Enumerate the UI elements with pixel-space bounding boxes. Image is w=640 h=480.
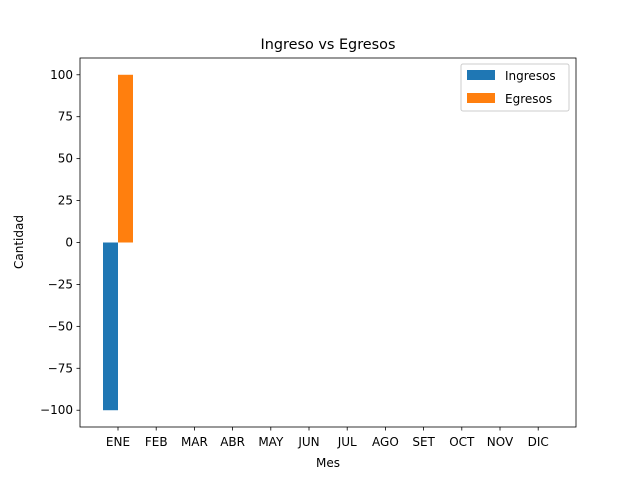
x-axis-label: Mes: [316, 456, 340, 470]
x-tick-label: ABR: [220, 435, 245, 449]
y-tick-label: 75: [58, 110, 73, 124]
x-tick-label: AGO: [372, 435, 399, 449]
plot-frame: [79, 57, 577, 428]
y-tick-label: −100: [40, 403, 73, 417]
legend-label-ingresos: Ingresos: [505, 69, 556, 83]
x-axis-ticks: ENE FEB MAR ABR MAY JUN JUL AGO SET OCT NOV DIC: [106, 427, 549, 449]
x-tick-label: JUN: [297, 435, 319, 449]
x-tick-label: MAR: [181, 435, 208, 449]
y-tick-label: −75: [48, 361, 73, 375]
x-tick-label: DIC: [528, 435, 549, 449]
legend-swatch-egresos: [467, 93, 495, 103]
y-tick-label: −50: [48, 319, 73, 333]
y-axis-ticks: −100 −75 −50 −25 0 25 50 75 100: [40, 68, 80, 417]
x-tick-label: FEB: [145, 435, 168, 449]
legend-swatch-ingresos: [467, 70, 495, 80]
x-tick-label: OCT: [449, 435, 475, 449]
y-tick-label: 100: [50, 68, 73, 82]
x-tick-label: JUL: [337, 435, 357, 449]
x-tick-label: ENE: [106, 435, 130, 449]
legend-label-egresos: Egresos: [505, 92, 552, 106]
y-tick-label: 0: [65, 236, 73, 250]
y-tick-label: 50: [58, 152, 73, 166]
bar-egresos-ene: [118, 74, 133, 243]
bar-ingresos-ene: [103, 242, 118, 411]
y-axis-label: Cantidad: [12, 215, 26, 269]
chart-title: Ingreso vs Egresos: [261, 37, 396, 53]
x-tick-label: SET: [412, 435, 435, 449]
y-tick-label: 25: [58, 194, 73, 208]
x-tick-label: NOV: [487, 435, 514, 449]
y-tick-label: −25: [48, 277, 73, 291]
legend: Ingresos Egresos: [460, 63, 570, 112]
x-tick-label: MAY: [258, 435, 284, 449]
bars-group: [103, 74, 133, 411]
